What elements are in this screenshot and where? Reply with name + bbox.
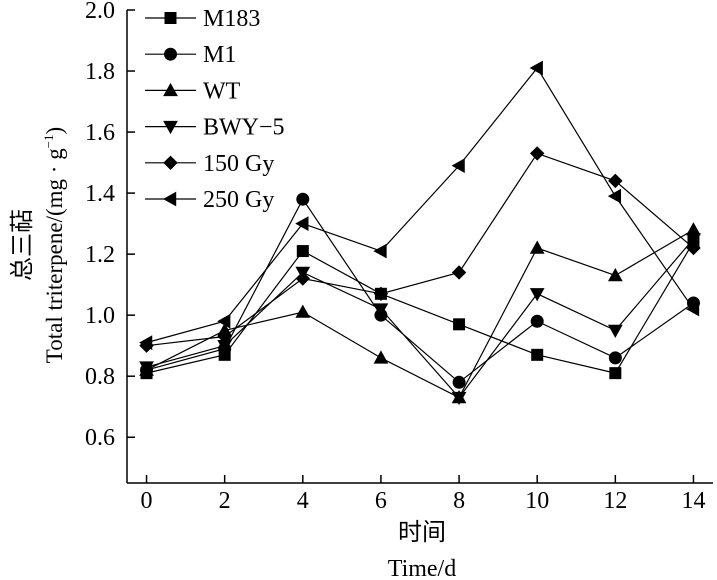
data-point-bwy-5 [686,233,701,247]
data-point-m183 [453,318,466,331]
data-point-250-gy [451,158,465,173]
legend-label-wt: WT [203,78,241,104]
data-point-150-gy [295,271,311,286]
data-point-150-gy [608,173,623,189]
legend-item-m183: M183 [145,6,260,32]
data-point-wt [373,350,389,364]
y-tick-label: 1.8 [85,59,115,85]
x-tick-label: 2 [219,488,231,514]
data-point-150-gy [217,329,232,344]
x-tick-label: 4 [297,488,309,514]
data-point-150-gy [686,240,701,256]
series-layer [139,60,701,406]
series-line-bwy-5 [146,238,694,399]
y-tick-label: 2.0 [85,0,115,24]
series-line-m183 [146,241,694,374]
x-tick-label: 10 [525,488,549,514]
x-tick-label: 8 [453,488,465,514]
data-point-m183 [296,245,309,258]
data-point-250-gy [139,335,153,350]
data-point-m183 [531,348,544,361]
legend-marker-150-gy [163,155,178,171]
data-point-wt [529,240,545,254]
data-point-250-gy [529,60,543,76]
series-bwy-5 [139,233,701,406]
legend-label-m183: M183 [203,6,260,32]
legend-item-150-gy: 150 Gy [145,151,274,177]
legend-label-250-gy: 250 Gy [203,187,274,213]
data-point-250-gy [295,216,309,231]
y-axis-label-zh: 总三萜 [9,209,36,281]
legend-label-bwy-5: BWY−5 [203,115,285,141]
data-point-m1 [530,314,544,328]
legend-item-bwy-5: BWY−5 [145,115,285,141]
data-point-250-gy [685,301,700,317]
data-point-wt [295,304,311,318]
data-point-wt [686,222,701,236]
legend-label-150-gy: 150 Gy [203,151,274,177]
data-point-150-gy [451,265,467,280]
legend-item-250-gy: 250 Gy [145,187,274,213]
legend-label-m1: M1 [203,42,236,68]
series-line-m1 [146,198,694,384]
series-line-150-gy [146,152,694,347]
legend: M183 M1 WT BWY−5 150 Gy 250 Gy [145,6,285,213]
axes: 0.6 0.8 1.0 1.2 1.4 1.6 1.8 2.0 0 2 4 6 8 10 12 14 [85,0,713,514]
series-line-250-gy [146,66,694,344]
data-point-m1 [608,351,622,365]
data-point-150-gy [529,146,545,161]
data-point-250-gy [373,243,387,259]
y-axis-label-en-prefix: Total triterpene/(mg · g [42,148,67,363]
data-point-m1 [296,192,310,206]
y-tick-label: 0.8 [85,364,115,390]
y-tick-label: 1.0 [85,303,115,329]
legend-marker-m1 [164,47,177,61]
y-axis-label-en: Total triterpene/(mg · g−1) [41,127,67,363]
data-point-250-gy [607,188,622,204]
x-axis-label-zh: 时间 [398,519,446,546]
x-tick-label: 0 [141,488,153,514]
legend-item-m1: M1 [145,42,236,68]
y-axis-label-en-suffix: ) [42,127,67,135]
legend-marker-wt [163,82,178,97]
legend-marker-250-gy [162,191,177,207]
data-point-bwy-5 [139,361,154,375]
x-tick-label: 6 [375,488,387,514]
data-point-m1 [452,375,466,389]
y-axis-label-en-sup: −1 [41,134,56,148]
legend-item-wt: WT [145,78,241,104]
data-point-150-gy [373,286,389,302]
y-tick-label: 0.6 [85,425,115,451]
data-point-m183 [609,367,622,380]
legend-marker-bwy-5 [163,120,178,135]
data-point-wt [607,267,623,282]
legend-marker-m183 [164,12,177,24]
y-tick-label: 1.4 [85,181,115,207]
data-point-bwy-5 [529,288,545,302]
data-point-bwy-5 [373,303,389,317]
x-tick-label: 12 [603,488,627,514]
x-axis-label-en: Time/d [388,556,456,580]
data-point-bwy-5 [607,324,623,338]
y-tick-label: 1.2 [85,242,115,268]
data-point-bwy-5 [451,391,467,406]
data-point-250-gy [217,313,231,329]
series-250-gy [139,60,700,350]
y-tick-label: 1.6 [85,120,115,146]
x-tick-label: 14 [681,488,705,514]
